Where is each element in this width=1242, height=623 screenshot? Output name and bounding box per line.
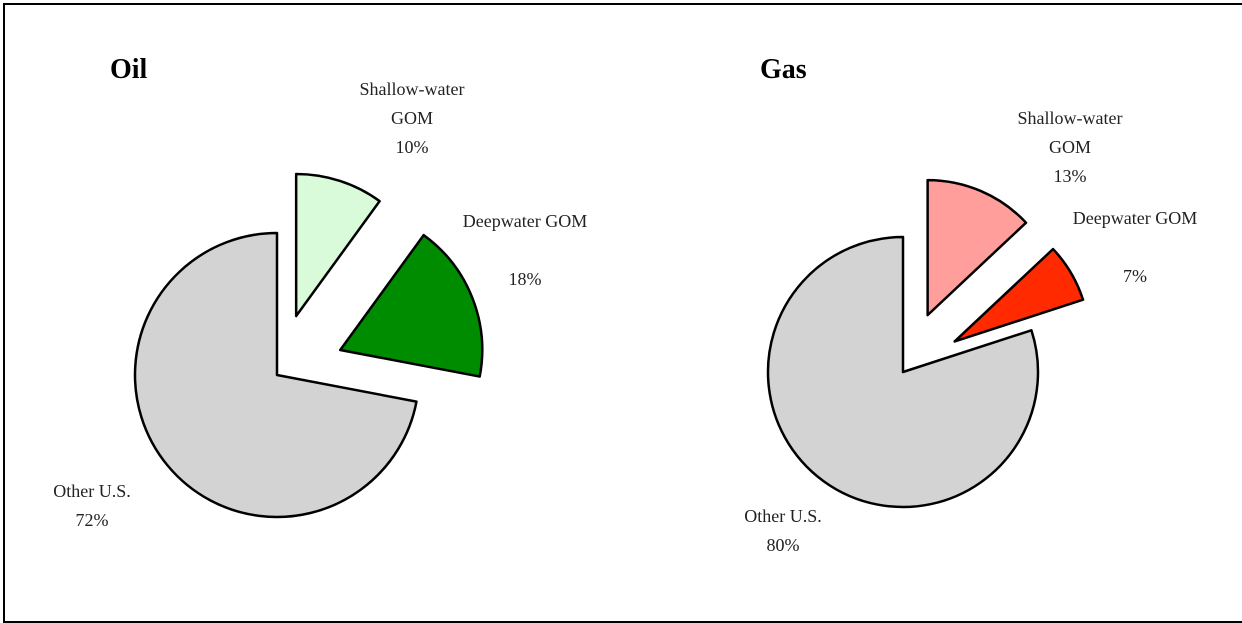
slice-value-label: 18% — [508, 269, 542, 289]
slice-value-label: 10% — [395, 137, 429, 157]
slice-value-label: 80% — [766, 535, 800, 555]
slice-label: Shallow-water GOM — [1017, 108, 1123, 157]
pie-slice — [133, 231, 418, 519]
slice-label: Deepwater GOM — [1072, 208, 1198, 228]
chart-title: Oil — [110, 54, 148, 85]
pie-slice — [953, 247, 1085, 343]
chart-title: Gas — [760, 54, 807, 85]
slice-value-label: 7% — [1123, 266, 1147, 286]
slice-label: Other U.S. — [744, 506, 822, 526]
slice-value-label: 13% — [1053, 166, 1087, 186]
pie-slice — [766, 235, 1040, 509]
pie-slice — [338, 233, 484, 378]
slice-label: Other U.S. — [53, 481, 131, 501]
pie-slice — [926, 178, 1028, 317]
charts — [133, 172, 1085, 519]
slice-value-label: 72% — [75, 510, 109, 530]
slice-label: Deepwater GOM — [462, 211, 588, 231]
pie-slice — [294, 172, 381, 318]
slice-label: Shallow-water GOM — [359, 79, 465, 128]
